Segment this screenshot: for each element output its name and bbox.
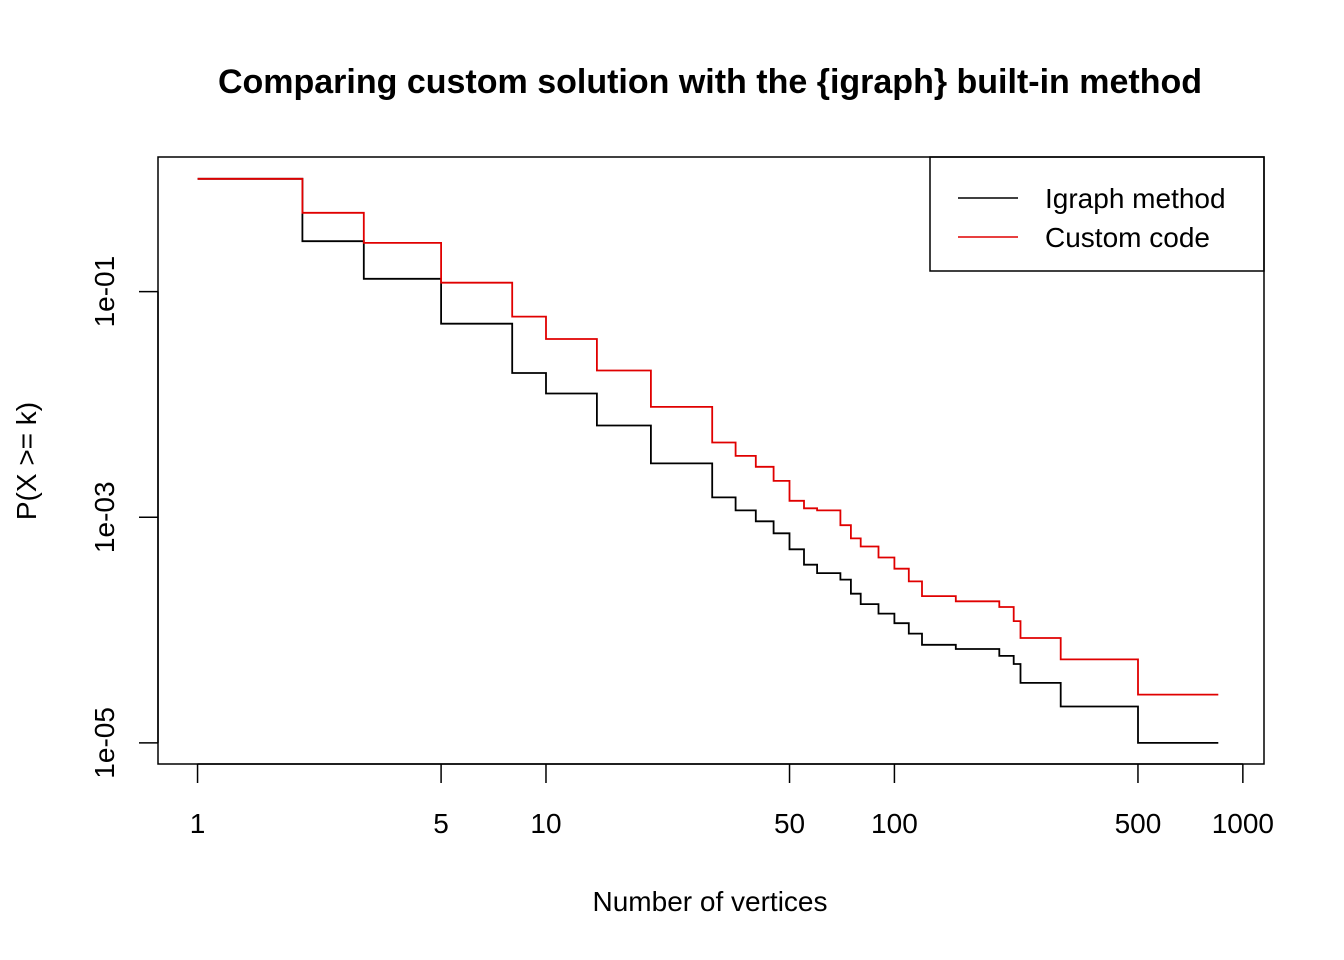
y-tick-label: 1e-01 (89, 256, 120, 328)
legend: Igraph method Custom code (929, 156, 1265, 272)
x-tick-label: 100 (871, 808, 918, 839)
x-tick-label: 1 (190, 808, 206, 839)
legend-label-custom: Custom code (1045, 222, 1210, 253)
x-tick-label: 500 (1115, 808, 1162, 839)
legend-box (929, 156, 1265, 272)
x-tick-label: 5 (433, 808, 449, 839)
y-axis: 1e-01 1e-03 1e-05 (89, 256, 159, 779)
series-line-custom (197, 177, 1219, 696)
x-tick-label: 1000 (1212, 808, 1274, 839)
series-layer (197, 177, 1219, 744)
chart-title: Comparing custom solution with the {igra… (218, 63, 1202, 101)
series-line-igraph (197, 177, 1219, 744)
x-tick-label: 50 (774, 808, 805, 839)
legend-label-igraph: Igraph method (1045, 183, 1226, 214)
y-axis-label: P(X >= k) (11, 402, 42, 520)
y-tick-label: 1e-03 (89, 481, 120, 553)
x-tick-label: 10 (530, 808, 561, 839)
x-axis-label: Number of vertices (593, 886, 828, 917)
y-tick-label: 1e-05 (89, 707, 120, 779)
x-axis: 1 5 10 50 100 500 1000 (190, 763, 1274, 839)
